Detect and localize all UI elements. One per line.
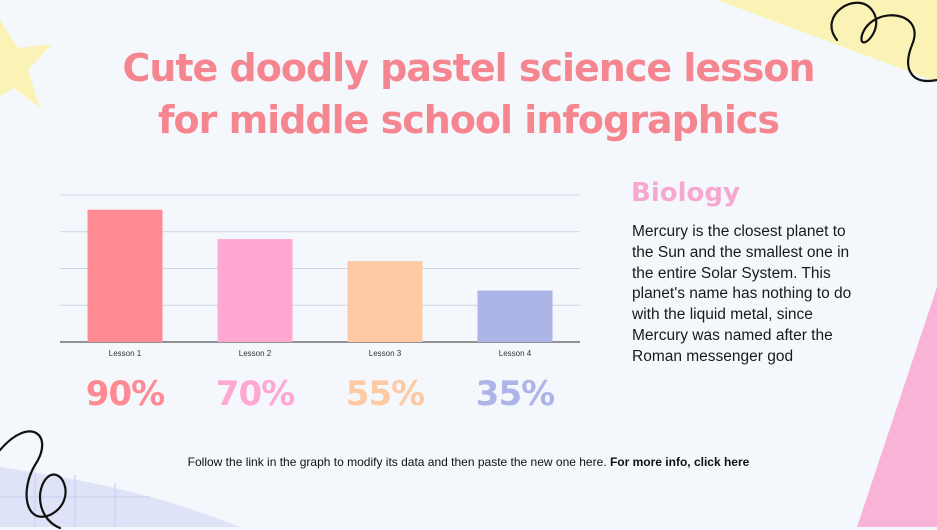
- pink-triangle-shape: [857, 287, 937, 527]
- percentage-lesson-3: 55%: [345, 374, 425, 414]
- x-tick-label: Lesson 3: [369, 349, 402, 358]
- x-tick-label: Lesson 2: [239, 349, 272, 358]
- x-tick-label: Lesson 1: [109, 349, 142, 358]
- percentage-lesson-1: 90%: [85, 374, 165, 414]
- more-info-link[interactable]: For more info, click here: [609, 455, 750, 469]
- bar-lesson-2[interactable]: [217, 239, 293, 342]
- x-tick-label: Lesson 4: [499, 349, 532, 358]
- page-title: Cute doodly pastel science lesson for mi…: [60, 42, 877, 146]
- section-body: Mercury is the closest planet to the Sun…: [632, 223, 852, 365]
- percentage-lesson-2: 70%: [215, 374, 295, 414]
- title-line-2: for middle school infographics: [157, 98, 780, 142]
- bar-lesson-3[interactable]: [347, 261, 423, 342]
- squiggle-bottom-left-icon: [0, 430, 67, 530]
- bar-lesson-4[interactable]: [477, 290, 553, 342]
- percentage-row: 90% 70% 55% 35%: [60, 374, 600, 430]
- bar-lesson-1[interactable]: [87, 209, 163, 342]
- footer-text: Follow the link in the graph to modify i…: [187, 455, 607, 469]
- section-heading: Biology: [631, 178, 740, 208]
- percentage-lesson-4: 35%: [475, 374, 555, 414]
- bar-chart[interactable]: Lesson 1 Lesson 2 Lesson 3 Lesson 4: [60, 180, 590, 370]
- footer-note: Follow the link in the graph to modify i…: [0, 455, 937, 469]
- title-line-1: Cute doodly pastel science lesson: [122, 46, 815, 90]
